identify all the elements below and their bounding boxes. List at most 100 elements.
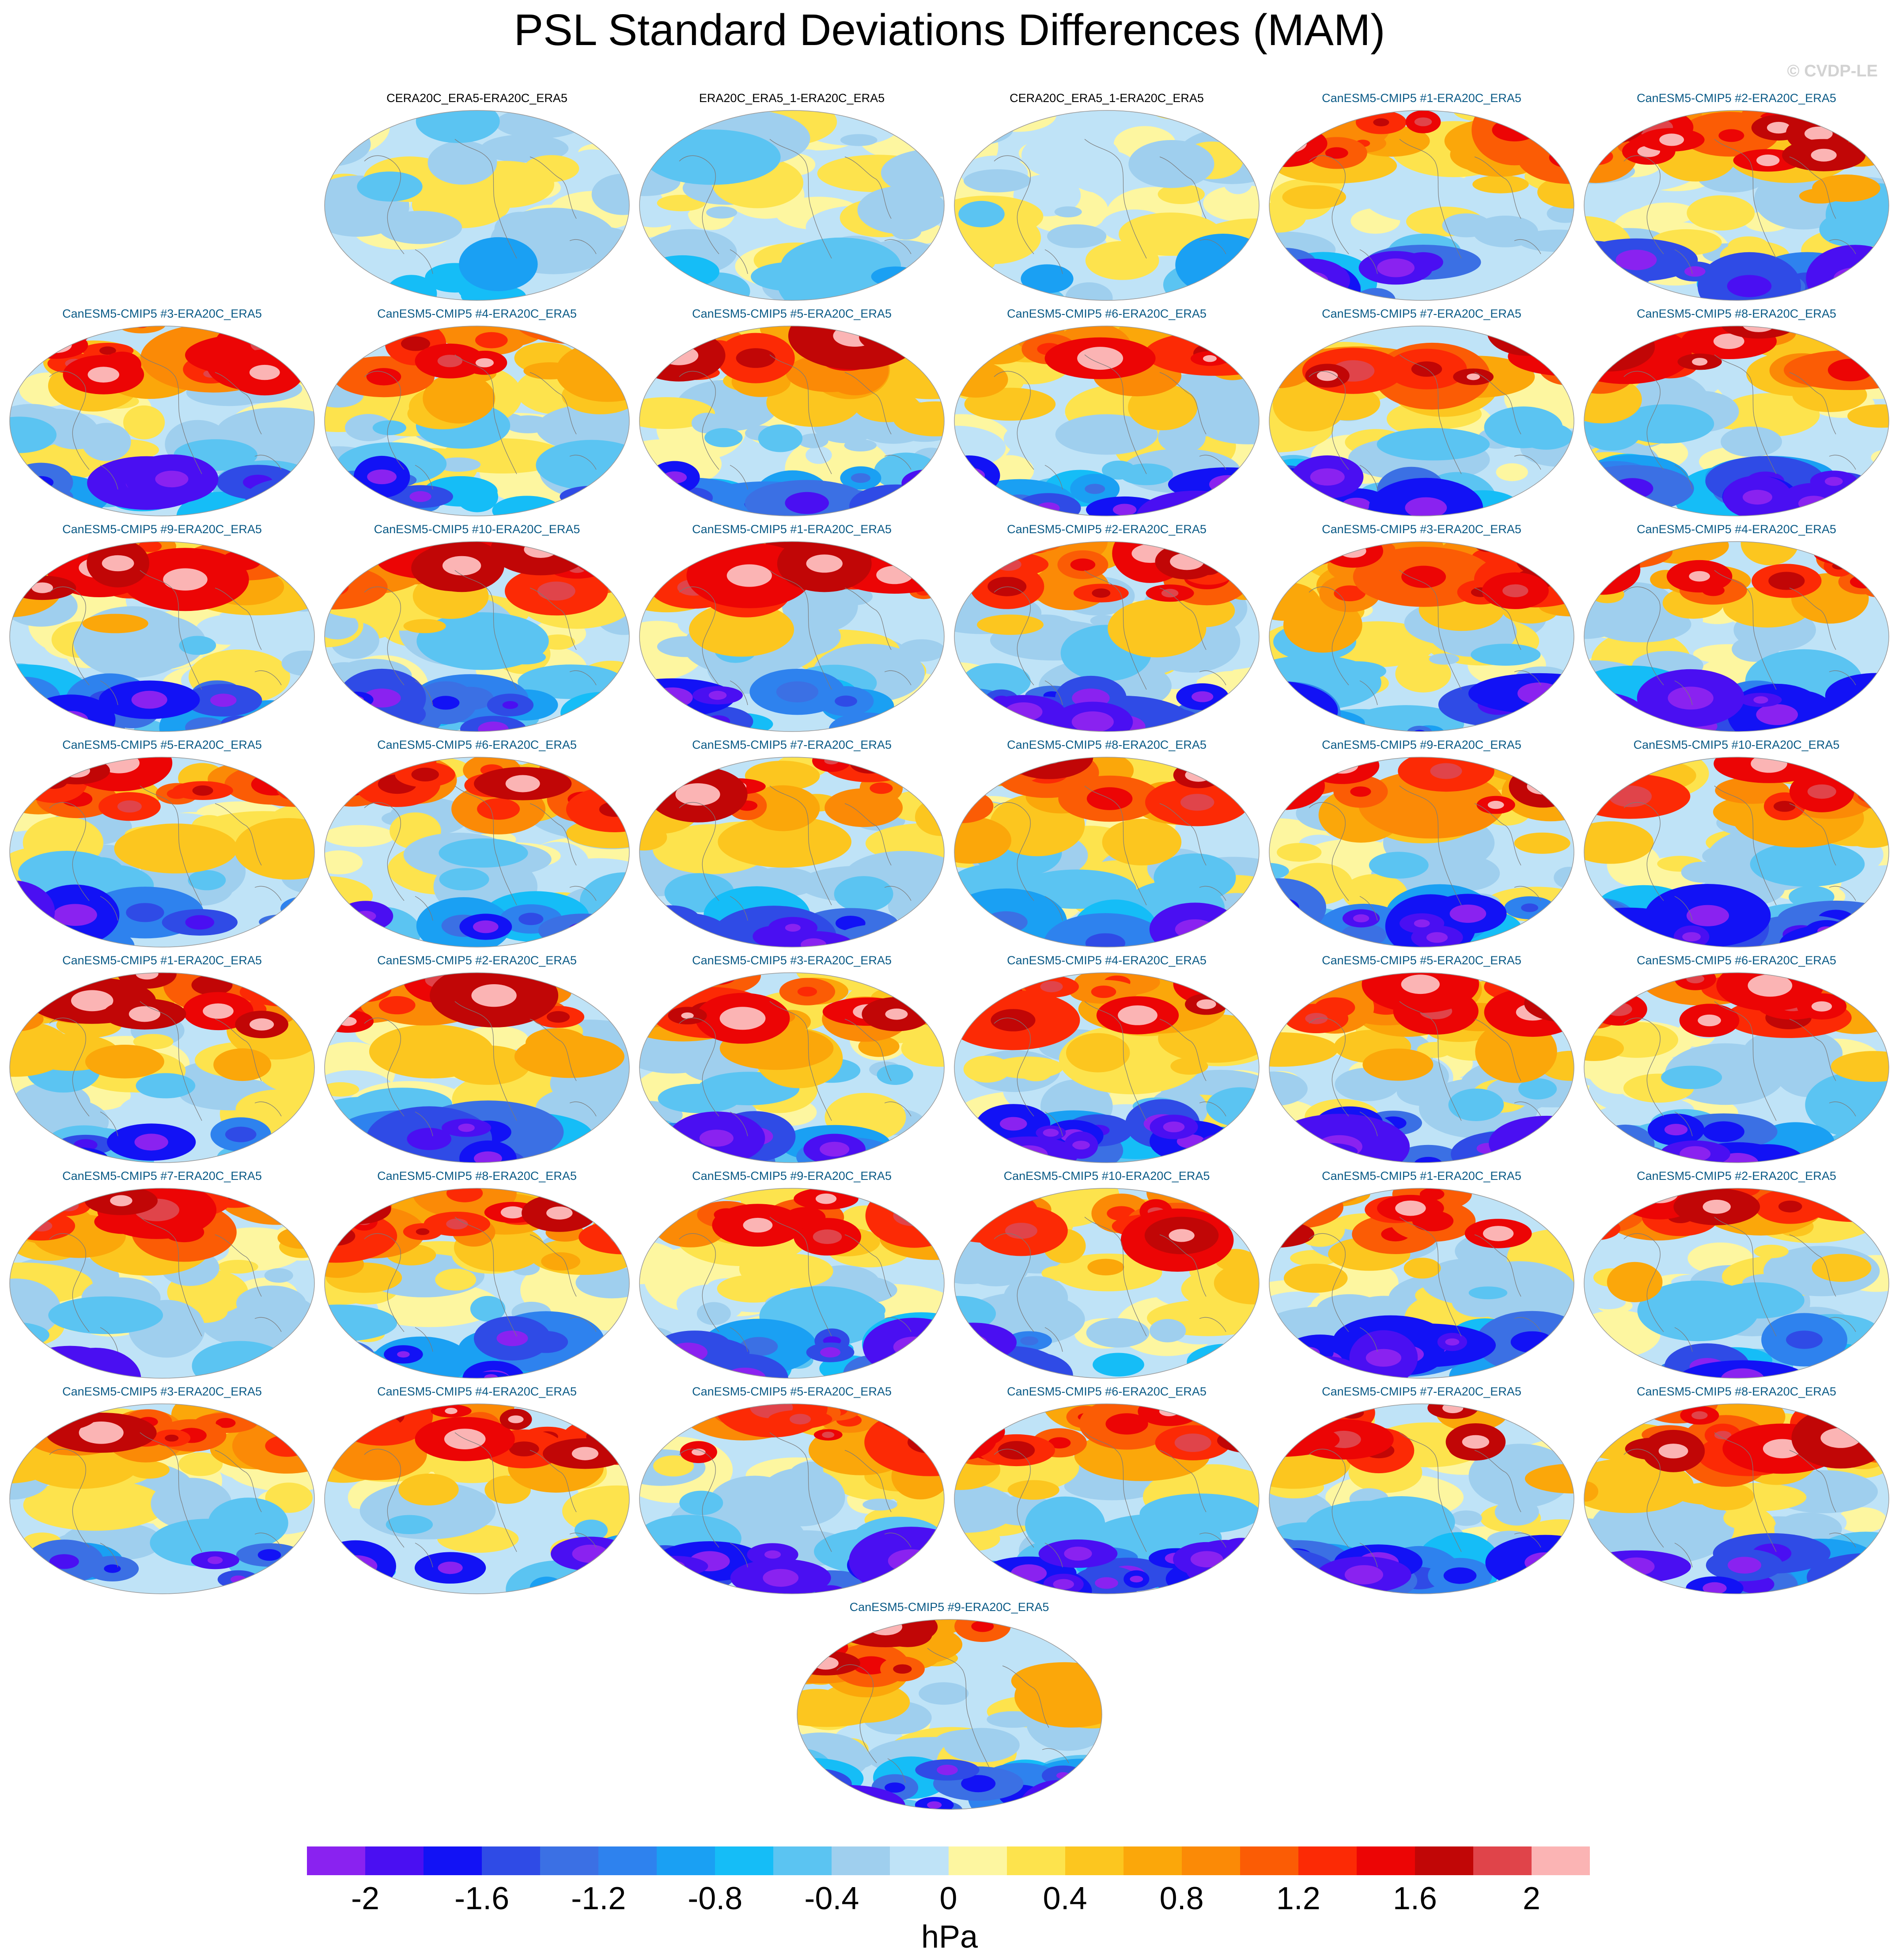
field-contour-core	[1869, 1006, 1882, 1013]
field-contour-core	[272, 983, 306, 1001]
coastline	[254, 1532, 282, 1548]
field-contour-core	[225, 1126, 257, 1142]
coastline	[1514, 239, 1541, 254]
field-contour-core	[764, 1550, 781, 1559]
field-contour-core	[1686, 974, 1705, 983]
map-panel: CanESM5-CMIP5 #6-ERA20C_ERA5	[950, 306, 1263, 523]
field-contour	[691, 413, 723, 433]
field-contour	[264, 1268, 293, 1283]
field-contour-core	[1226, 1553, 1257, 1569]
field-contour-core	[1682, 932, 1701, 942]
robinson-map	[9, 541, 315, 732]
field-contour-core	[652, 1365, 696, 1378]
field-contour	[1021, 264, 1074, 293]
coastline	[1474, 1234, 1521, 1297]
coastline	[884, 455, 912, 470]
field-contour	[236, 1285, 306, 1321]
field-contour-core	[1282, 943, 1301, 947]
field-contour	[10, 1357, 80, 1378]
field-contour	[427, 140, 497, 185]
field-contour-core	[1072, 1141, 1090, 1150]
field-contour-core	[1163, 1121, 1185, 1133]
field-contour-core	[1192, 691, 1214, 702]
field-contour-core	[1850, 1568, 1888, 1587]
field-contour-core	[239, 542, 277, 550]
panel-title: CanESM5-CMIP5 #6-ERA20C_ERA5	[1637, 954, 1836, 967]
field-contour	[977, 614, 1044, 635]
field-contour	[1584, 1518, 1608, 1532]
field-contour-core	[828, 1797, 866, 1809]
field-contour	[271, 1188, 310, 1199]
coastline	[1399, 1432, 1462, 1552]
field-contour-core	[1748, 974, 1793, 997]
field-contour-core	[1807, 784, 1836, 799]
field-contour	[954, 1484, 1017, 1533]
field-contour-core	[1535, 555, 1551, 564]
map-panel: CanESM5-CMIP5 #8-ERA20C_ERA5	[1580, 306, 1893, 523]
field-contour	[10, 326, 50, 354]
coastline	[1159, 1019, 1207, 1081]
panel-title: CanESM5-CMIP5 #9-ERA20C_ERA5	[692, 1169, 892, 1183]
field-contour-core	[445, 1408, 458, 1414]
field-contour-core	[719, 1007, 766, 1030]
robinson-map	[324, 1188, 630, 1379]
field-contour-core	[299, 1137, 314, 1154]
coastline	[679, 371, 719, 470]
field-contour	[10, 1441, 57, 1484]
field-contour-core	[567, 922, 600, 939]
field-contour-core	[675, 783, 720, 806]
coastline	[364, 1017, 405, 1117]
field-contour-core	[1509, 1151, 1536, 1163]
field-contour-core	[1339, 544, 1366, 558]
field-contour	[1813, 542, 1875, 565]
field-contour-core	[1377, 258, 1415, 277]
field-contour-core	[801, 938, 827, 947]
map-outline	[1269, 1403, 1574, 1594]
field-contour-core	[740, 1337, 778, 1356]
field-contour-core	[1587, 336, 1630, 358]
coastline	[530, 1234, 577, 1297]
field-contour	[566, 1569, 628, 1594]
field-contour-core	[1244, 1422, 1259, 1432]
field-contour	[607, 1218, 629, 1231]
coastline	[140, 1217, 202, 1337]
field-contour-core	[1820, 1428, 1861, 1448]
coastline	[1084, 354, 1147, 474]
field-contour	[1856, 491, 1889, 516]
coastline	[1789, 588, 1836, 650]
field-contour-core	[268, 1157, 292, 1163]
field-contour-core	[999, 1117, 1027, 1131]
map-outline	[954, 541, 1260, 732]
field-contour-core	[954, 508, 970, 516]
field-contour	[1732, 636, 1779, 662]
field-contour-core	[1668, 686, 1714, 710]
field-contour-core	[62, 764, 90, 778]
field-contour	[1584, 1245, 1619, 1275]
coastline	[1714, 1217, 1777, 1337]
field-contour-core	[1516, 542, 1560, 553]
field-contour-core	[1238, 1193, 1259, 1208]
coastline	[569, 455, 597, 470]
field-contour	[1596, 1124, 1655, 1163]
field-contour-core	[1610, 1137, 1640, 1152]
map-panel: CanESM5-CMIP5 #5-ERA20C_ERA5	[635, 306, 949, 523]
field-contour-core	[706, 542, 737, 547]
field-contour-core	[350, 1419, 374, 1431]
field-contour	[1837, 1507, 1887, 1533]
field-contour-core	[1467, 373, 1480, 380]
panel-title: CanESM5-CMIP5 #1-ERA20C_ERA5	[1322, 1169, 1521, 1183]
field-contour	[10, 923, 57, 947]
field-contour-core	[961, 699, 988, 713]
colorbar-tick-label: 0	[939, 1881, 957, 1916]
field-contour	[1348, 705, 1464, 732]
panel-title: CanESM5-CMIP5 #4-ERA20C_ERA5	[377, 307, 577, 320]
field-contour-core	[987, 576, 1027, 596]
field-contour-core	[917, 1366, 944, 1378]
colorbar-tick-label: 2	[1522, 1881, 1540, 1916]
field-contour	[879, 1140, 943, 1163]
field-contour-core	[333, 1561, 354, 1571]
field-contour-core	[1269, 1562, 1291, 1583]
coastline	[100, 1111, 118, 1137]
coastline	[1399, 570, 1462, 690]
field-contour-core	[136, 973, 159, 980]
